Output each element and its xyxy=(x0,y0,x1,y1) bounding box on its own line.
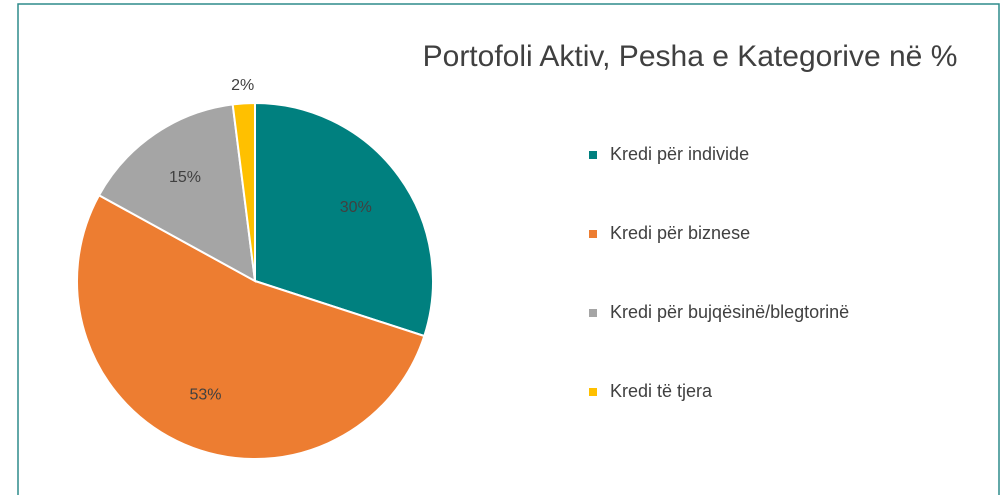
pie-slice xyxy=(231,101,256,282)
pie-slice xyxy=(97,103,257,283)
data-label: 53% xyxy=(189,387,221,404)
legend-label: Kredi për bujqësinë/blegtorinë xyxy=(610,302,849,322)
data-label: 30% xyxy=(340,199,372,216)
pie-slice xyxy=(76,193,426,460)
legend-swatch xyxy=(589,230,597,238)
data-label: 15% xyxy=(169,169,201,186)
legend-swatch xyxy=(589,388,597,396)
data-label: 2% xyxy=(231,77,254,94)
legend-label: Kredi të tjera xyxy=(610,381,713,401)
legend-label: Kredi për individe xyxy=(610,144,749,164)
legend-swatch xyxy=(589,151,597,159)
chart-title: Portofoli Aktiv, Pesha e Kategorive në % xyxy=(423,40,958,73)
chart-frame xyxy=(17,3,1000,495)
pie-slice xyxy=(254,101,434,338)
legend-label: Kredi për biznese xyxy=(610,223,750,243)
legend-swatch xyxy=(589,309,597,317)
